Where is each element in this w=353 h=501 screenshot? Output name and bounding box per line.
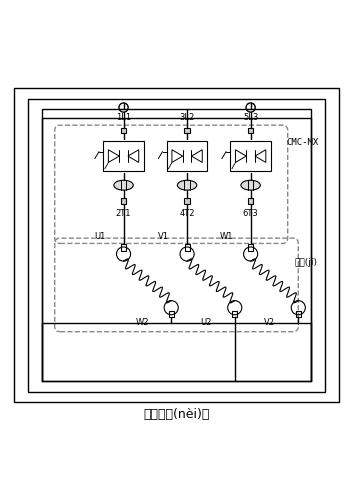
Bar	[232, 311, 237, 317]
Text: 4T2: 4T2	[179, 209, 195, 218]
Text: 2T1: 2T1	[116, 209, 131, 218]
Bar	[248, 198, 253, 204]
Bar	[121, 128, 126, 133]
Ellipse shape	[241, 180, 260, 190]
Bar	[185, 244, 190, 251]
Bar	[184, 198, 190, 204]
Text: 6T3: 6T3	[243, 209, 258, 218]
Text: CMC-MX: CMC-MX	[286, 138, 318, 146]
Bar	[248, 128, 253, 133]
Text: 電機(jī): 電機(jī)	[295, 258, 318, 267]
Text: V2: V2	[264, 318, 275, 327]
Bar	[296, 311, 301, 317]
Bar	[248, 244, 253, 251]
Text: 三角形內(nèi)接: 三角形內(nèi)接	[143, 408, 210, 421]
Bar	[14, 88, 339, 402]
Bar	[42, 109, 311, 381]
Text: V1: V1	[158, 232, 169, 241]
Bar	[121, 244, 126, 251]
Ellipse shape	[114, 180, 133, 190]
Text: W1: W1	[220, 232, 234, 241]
Bar	[169, 311, 174, 317]
Bar	[28, 99, 325, 392]
Text: W2: W2	[136, 318, 149, 327]
Text: 1L1: 1L1	[116, 113, 131, 122]
Text: U1: U1	[94, 232, 106, 241]
Bar	[230, 141, 271, 171]
Text: 5L3: 5L3	[243, 113, 258, 122]
Bar	[167, 141, 208, 171]
Bar	[121, 198, 126, 204]
Text: U2: U2	[201, 318, 212, 327]
Bar	[103, 141, 144, 171]
Bar	[184, 128, 190, 133]
Ellipse shape	[178, 180, 197, 190]
Text: 3L2: 3L2	[179, 113, 195, 122]
